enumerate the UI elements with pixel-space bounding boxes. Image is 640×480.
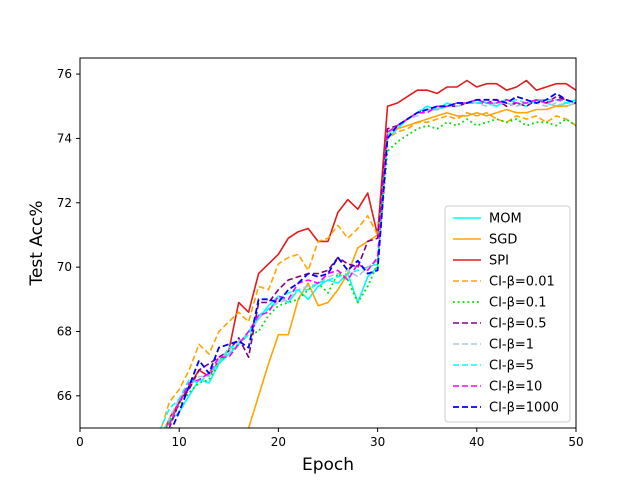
legend-label-1: SGD bbox=[489, 233, 517, 248]
x-tick-label: 40 bbox=[469, 435, 484, 449]
series-line-3 bbox=[160, 111, 576, 428]
y-axis: 66 68 70 72 74 76 bbox=[57, 67, 80, 403]
legend-label-6: CI-β=1 bbox=[489, 338, 534, 353]
series-line-8 bbox=[166, 99, 576, 428]
x-axis: 0 10 20 30 40 50 bbox=[76, 428, 584, 449]
series-layer bbox=[159, 79, 576, 428]
plot-frame bbox=[79, 57, 577, 429]
y-axis-title: Test Acc% bbox=[27, 200, 47, 286]
legend-label-3: CI-β=0.01 bbox=[489, 275, 555, 290]
y-tick-label: 70 bbox=[57, 260, 72, 274]
x-axis-title: Epoch bbox=[302, 455, 354, 475]
legend-label-0: MOM bbox=[489, 212, 522, 227]
legend-label-8: CI-β=10 bbox=[489, 380, 542, 395]
y-tick-label: 72 bbox=[57, 196, 72, 210]
legend-label-9: CI-β=1000 bbox=[489, 401, 559, 416]
legend-label-4: CI-β=0.1 bbox=[489, 296, 546, 311]
legend-label-7: CI-β=5 bbox=[489, 359, 534, 374]
series-line-5 bbox=[168, 95, 576, 428]
x-tick-label: 10 bbox=[172, 435, 187, 449]
legend-label-5: CI-β=0.5 bbox=[489, 317, 546, 332]
x-tick-label: 30 bbox=[370, 435, 385, 449]
x-tick-label: 50 bbox=[568, 435, 583, 449]
series-line-9 bbox=[171, 92, 576, 428]
y-tick-label: 68 bbox=[57, 324, 72, 338]
series-line-1 bbox=[247, 102, 576, 428]
legend-label-2: SPI bbox=[489, 254, 509, 269]
x-tick-label: 0 bbox=[76, 435, 84, 449]
y-tick-label: 74 bbox=[57, 131, 72, 145]
legend: MOM SGD SPI CI-β=0.01 CI-β=0.1 CI-β=0.5 CI-β=1… bbox=[444, 205, 571, 423]
y-tick-label: 76 bbox=[57, 67, 72, 81]
x-tick-label: 20 bbox=[271, 435, 286, 449]
y-tick-label: 66 bbox=[57, 389, 72, 403]
